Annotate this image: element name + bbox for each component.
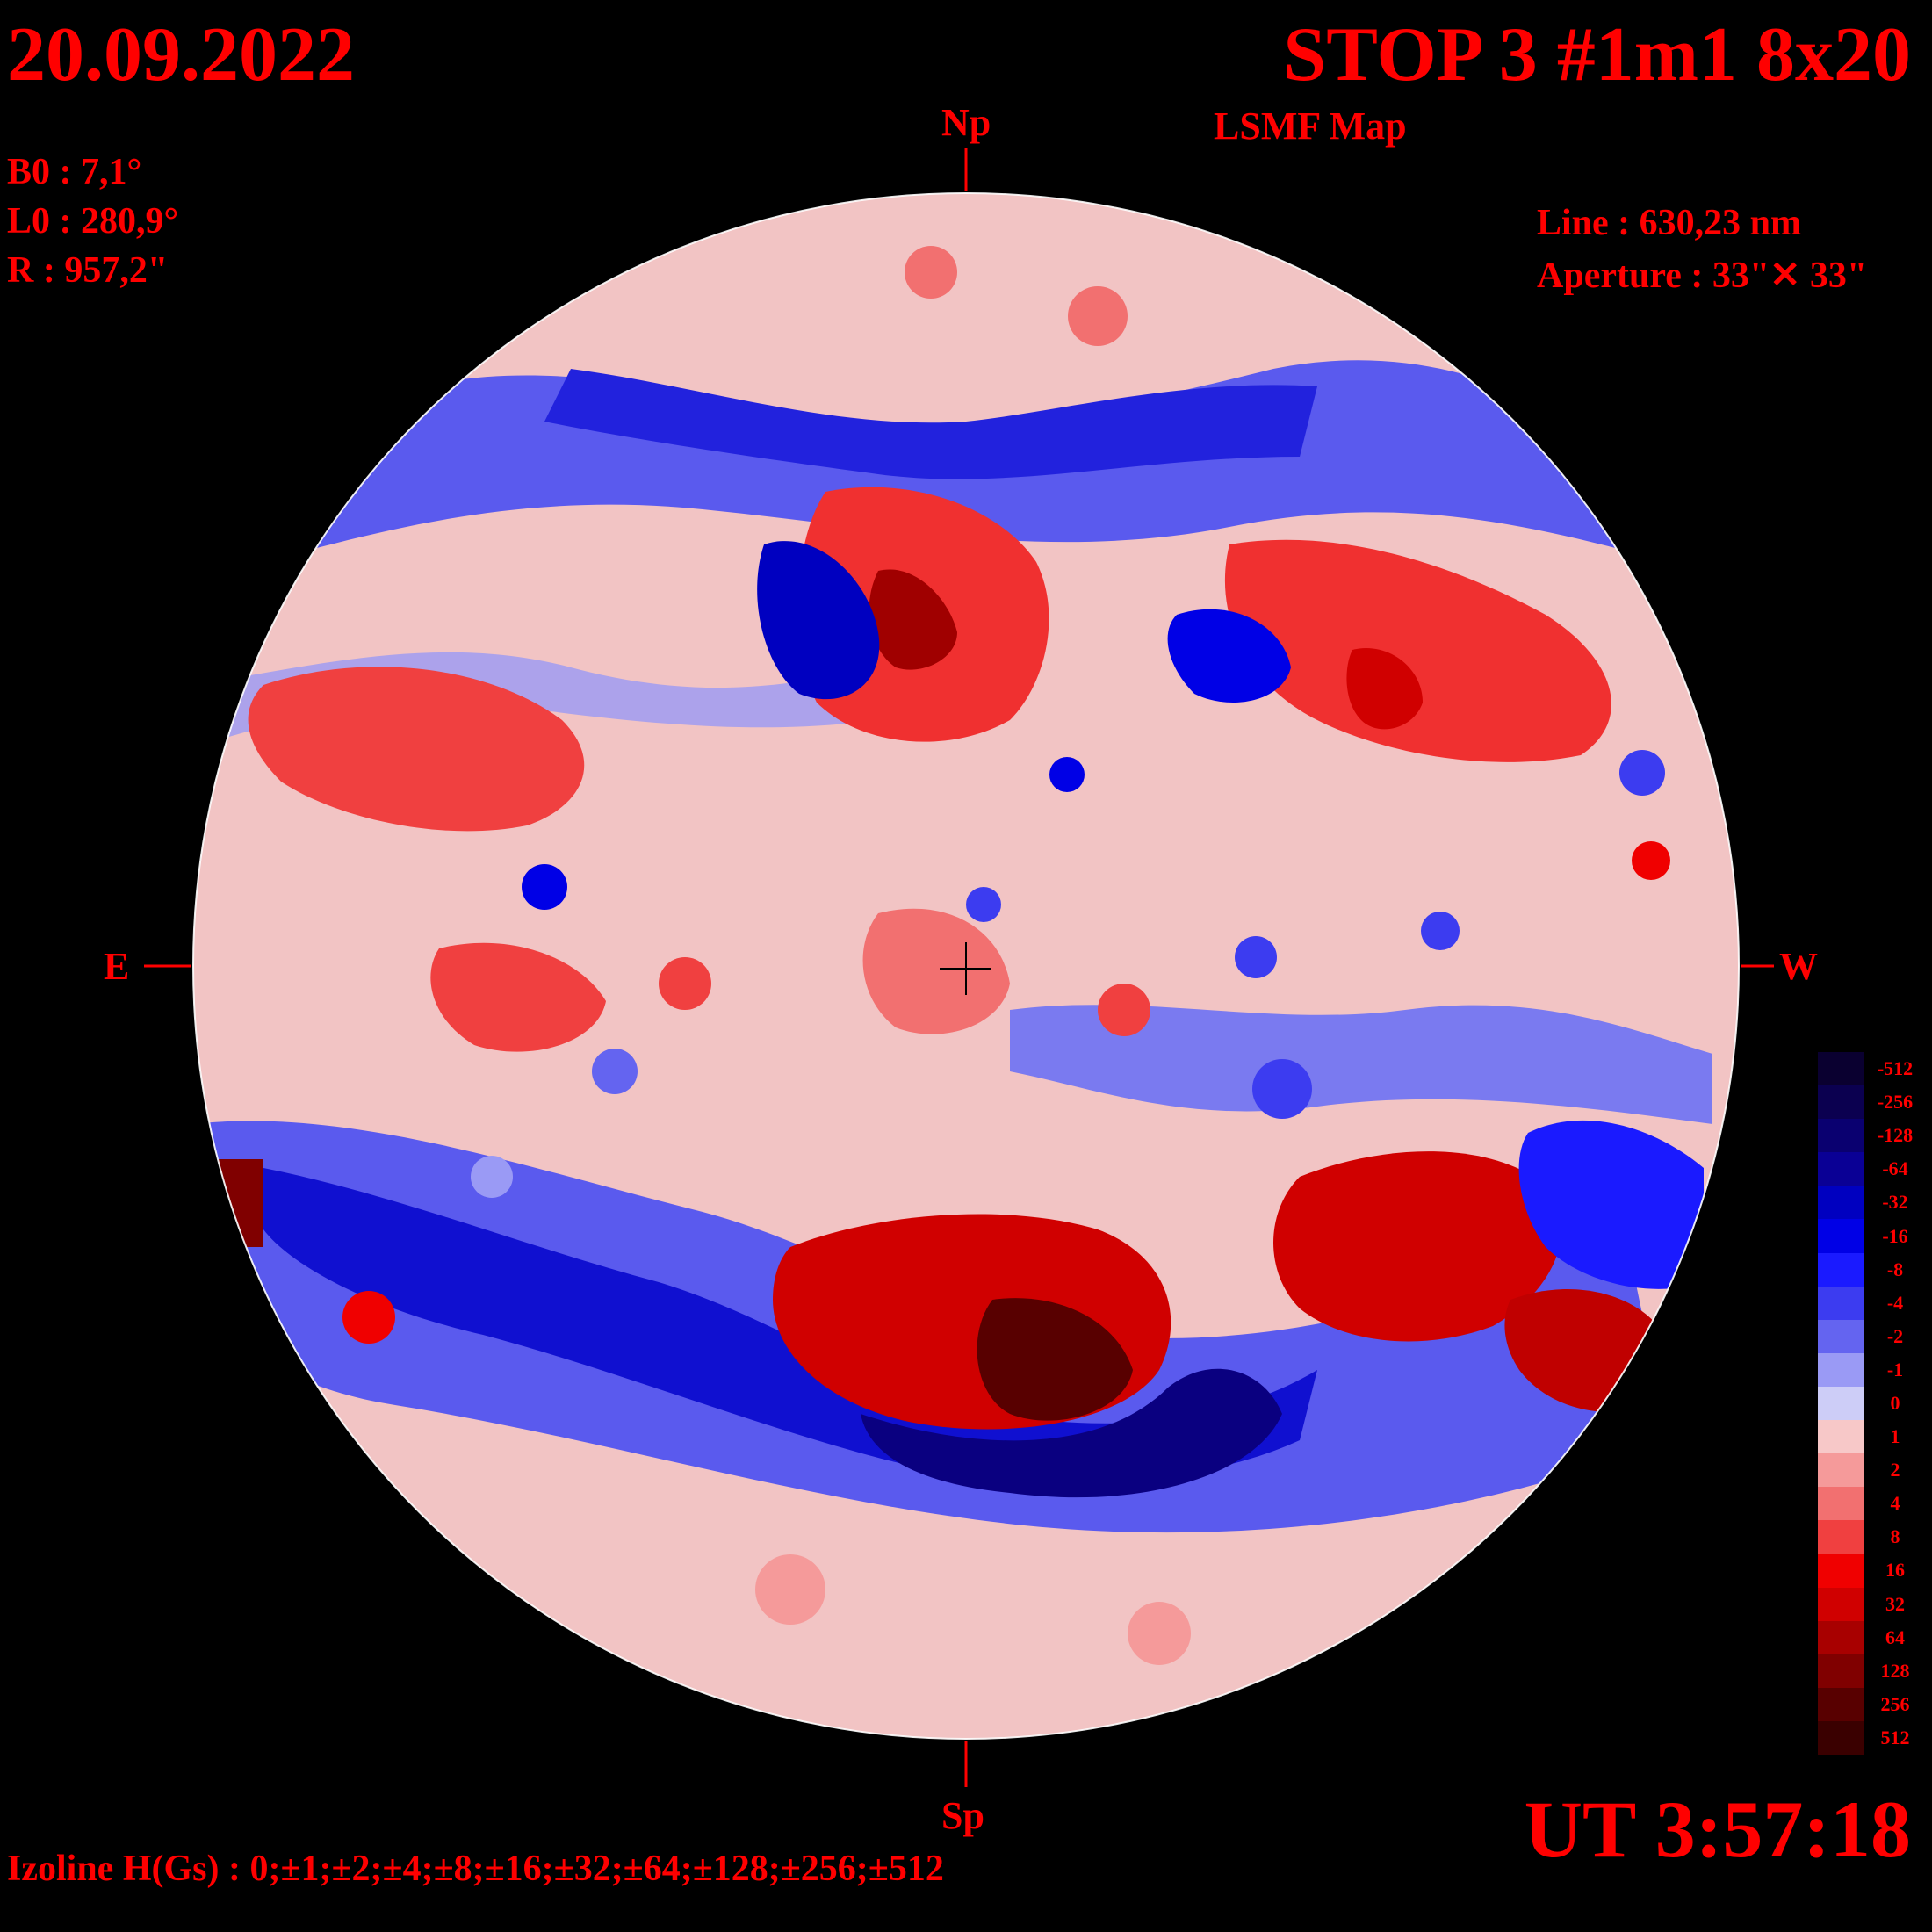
legend-label: 64 — [1885, 1626, 1905, 1648]
observation-date: 20.09.2022 — [7, 12, 355, 97]
map-title: STOP 3 #1m1 8x20 — [1283, 12, 1911, 97]
legend-swatch — [1818, 1085, 1864, 1121]
legend-label: 1 — [1890, 1425, 1900, 1448]
active-region-west — [1224, 539, 1611, 762]
legend-label: 4 — [1890, 1492, 1900, 1515]
observation-time: UT 3:57:18 — [1524, 1784, 1911, 1874]
legend-label: -128 — [1877, 1124, 1914, 1147]
legend-swatch — [1818, 1152, 1864, 1187]
north-pole-label: Np — [941, 101, 991, 144]
legend-swatch — [1818, 1554, 1864, 1589]
legend-swatch — [1818, 1654, 1864, 1689]
legend-swatch — [1818, 1186, 1864, 1221]
legend-label: -64 — [1882, 1157, 1908, 1180]
map-subtitle: LSMF Map — [1214, 105, 1407, 148]
spectral-line: Line : 630,23 nm — [1537, 203, 1802, 243]
legend-label: 8 — [1890, 1525, 1900, 1548]
legend-label: -512 — [1877, 1057, 1914, 1080]
aperture-size: Aperture : 33"✕ 33" — [1537, 256, 1868, 296]
legend-swatch — [1818, 1319, 1864, 1354]
legend-label: 32 — [1885, 1592, 1905, 1615]
legend-swatch — [1818, 1720, 1864, 1755]
legend-label: -8 — [1886, 1258, 1904, 1280]
legend-label: 256 — [1880, 1692, 1910, 1715]
legend-swatch — [1818, 1520, 1864, 1555]
active-region-southwest — [1273, 1151, 1561, 1342]
west-label: W — [1779, 945, 1818, 988]
param-radius: R : 957,2" — [7, 250, 169, 291]
legend-swatch — [1818, 1687, 1864, 1722]
legend-label: -256 — [1877, 1091, 1914, 1114]
param-b0: B0 : 7,1° — [7, 152, 142, 192]
legend-swatch — [1818, 1052, 1864, 1087]
east-label: E — [104, 945, 130, 988]
legend-swatch — [1818, 1453, 1864, 1489]
isoline-levels: Izoline H(Gs) : 0;±1;±2;±4;±8;±16;±32;±6… — [7, 1849, 944, 1889]
legend-label: -1 — [1886, 1358, 1904, 1381]
legend-swatch — [1818, 1487, 1864, 1522]
legend-label: -2 — [1886, 1324, 1904, 1347]
legend-label: 2 — [1890, 1459, 1900, 1481]
legend-label: 128 — [1880, 1659, 1910, 1682]
legend-swatch — [1818, 1620, 1864, 1655]
legend-swatch — [1818, 1386, 1864, 1422]
legend-label: -32 — [1882, 1191, 1908, 1214]
legend-label: 0 — [1890, 1392, 1900, 1414]
legend-label: -16 — [1882, 1224, 1908, 1247]
legend-swatch — [1818, 1587, 1864, 1622]
legend-swatch — [1818, 1420, 1864, 1455]
legend-swatch — [1818, 1286, 1864, 1321]
color-scale-legend — [1818, 1052, 1864, 1755]
legend-swatch — [1818, 1119, 1864, 1154]
legend-label: 512 — [1880, 1726, 1910, 1748]
legend-swatch — [1818, 1252, 1864, 1287]
legend-swatch — [1818, 1352, 1864, 1388]
legend-swatch — [1818, 1219, 1864, 1254]
param-l0: L0 : 280,9° — [7, 201, 179, 242]
active-region-east — [248, 667, 585, 832]
legend-label: -4 — [1886, 1291, 1904, 1314]
field-regions — [193, 246, 1712, 1665]
south-pole-label: Sp — [941, 1794, 984, 1837]
legend-label: 16 — [1885, 1559, 1905, 1582]
